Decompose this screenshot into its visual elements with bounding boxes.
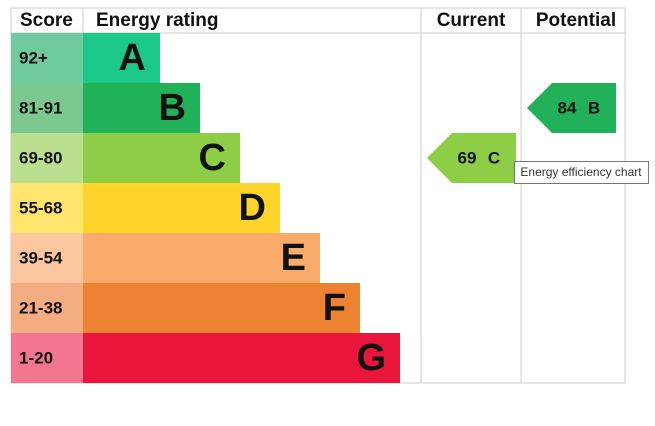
score-cell: [11, 283, 83, 333]
header-potential: Potential: [536, 10, 616, 31]
rating-bar: [83, 283, 360, 333]
potential-letter: B: [588, 98, 600, 117]
score-label: 55-68: [19, 198, 62, 217]
rating-bar: [83, 133, 240, 183]
score-cell: [11, 33, 83, 83]
tooltip-text: Energy efficiency chart: [520, 165, 642, 179]
rating-bar: [83, 183, 280, 233]
score-cell: [11, 133, 83, 183]
rating-letter: G: [356, 337, 386, 379]
current-value: 69: [458, 148, 477, 167]
score-label: 1-20: [19, 348, 53, 367]
header-rating: Energy rating: [96, 10, 218, 31]
score-label: 69-80: [19, 148, 62, 167]
rating-bar: [83, 233, 320, 283]
rating-letter: A: [119, 37, 146, 79]
score-cell: [11, 83, 83, 133]
rating-bar: [83, 33, 160, 83]
score-cell: [11, 183, 83, 233]
potential-arrow: [527, 83, 616, 133]
tooltip-box: [514, 161, 649, 184]
rating-letter: E: [281, 237, 306, 279]
header-score: Score: [20, 10, 73, 31]
rating-letter: F: [323, 287, 346, 329]
header-current: Current: [437, 10, 506, 31]
rating-letter: D: [239, 187, 266, 229]
potential-value: 84: [558, 98, 577, 117]
rating-letter: B: [159, 87, 186, 129]
score-cell: [11, 333, 83, 383]
score-label: 92+: [19, 48, 48, 67]
rating-bar: [83, 83, 200, 133]
score-label: 39-54: [19, 248, 63, 267]
current-arrow: [427, 133, 516, 183]
rating-letter: C: [199, 137, 226, 179]
score-label: 21-38: [19, 298, 62, 317]
rating-bar: [83, 333, 400, 383]
score-label: 81-91: [19, 98, 62, 117]
current-letter: C: [488, 148, 500, 167]
score-cell: [11, 233, 83, 283]
